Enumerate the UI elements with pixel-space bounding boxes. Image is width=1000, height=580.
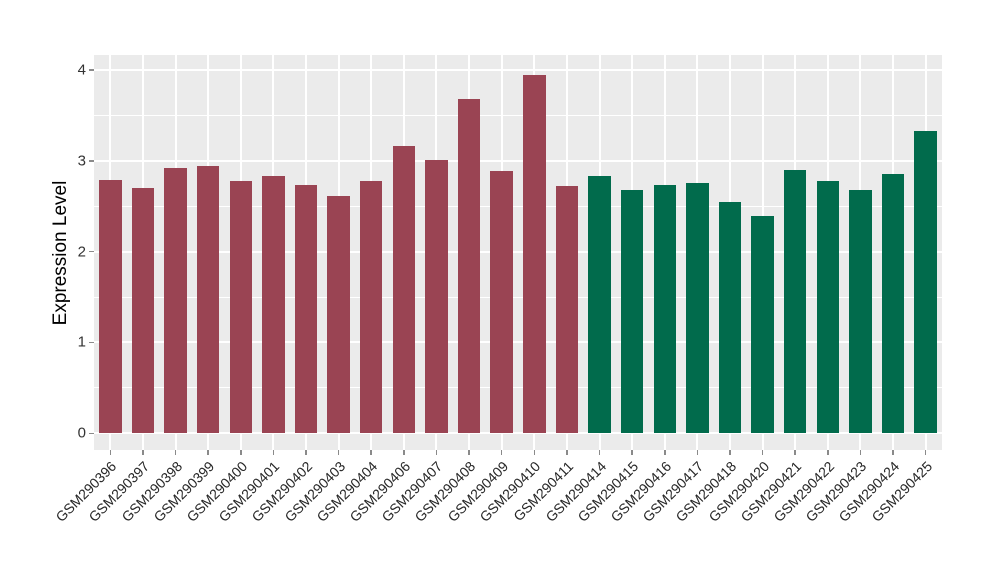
x-axis-tick — [207, 450, 209, 455]
bar — [718, 201, 742, 434]
x-axis-tick — [435, 450, 438, 455]
y-axis-tick — [89, 69, 94, 71]
bar — [816, 180, 840, 434]
gridline-minor-horizontal — [94, 205, 942, 207]
bar — [262, 176, 285, 434]
x-axis-tick — [664, 450, 666, 455]
x-axis-tick — [468, 450, 470, 455]
bar — [523, 74, 546, 434]
y-tick-label: 0 — [77, 424, 86, 442]
bar — [425, 159, 448, 434]
x-axis-tick — [566, 450, 568, 455]
bar — [555, 186, 579, 434]
y-tick-label: 2 — [77, 243, 86, 261]
bar — [914, 130, 937, 434]
bar — [653, 185, 677, 434]
bar — [164, 168, 187, 434]
x-axis-tick — [500, 450, 503, 455]
gridline-minor-horizontal — [94, 296, 942, 298]
bar — [620, 189, 644, 434]
gridline-major-horizontal — [94, 68, 942, 71]
bar — [881, 174, 905, 434]
bar — [588, 176, 611, 434]
y-axis-tick — [89, 341, 94, 344]
bar — [294, 185, 318, 434]
bar — [99, 179, 122, 434]
x-axis-tick — [598, 450, 601, 455]
x-axis-tick — [403, 450, 405, 455]
x-axis-tick — [272, 450, 275, 455]
x-axis-tick — [109, 450, 112, 455]
x-axis-tick — [761, 450, 764, 455]
gridline-major-horizontal — [94, 432, 942, 435]
gridline-major-horizontal — [94, 341, 942, 344]
y-axis-tick — [89, 432, 94, 435]
bar — [686, 182, 709, 434]
y-tick-label: 4 — [77, 61, 86, 79]
bar — [131, 188, 155, 434]
bar — [392, 146, 416, 434]
bar — [457, 99, 481, 434]
x-axis-tick — [631, 450, 633, 455]
y-axis-tick — [89, 160, 94, 162]
bar — [327, 196, 350, 434]
x-axis-tick — [696, 450, 699, 455]
x-axis-tick — [337, 450, 340, 455]
y-tick-label: 3 — [77, 152, 86, 170]
bar — [783, 169, 807, 434]
x-axis-tick — [305, 450, 307, 455]
y-tick-label: 1 — [77, 333, 86, 351]
gridline-major-horizontal — [94, 250, 942, 253]
bar — [849, 189, 872, 434]
x-axis-tick — [794, 450, 796, 455]
x-axis-tick — [892, 450, 894, 455]
gridline-minor-horizontal — [94, 387, 942, 389]
plot-panel — [94, 55, 942, 450]
gridline-minor-horizontal — [94, 114, 942, 116]
x-axis-tick — [924, 450, 927, 455]
y-axis-tick — [89, 250, 94, 253]
bar — [229, 180, 253, 434]
x-axis-tick — [533, 450, 536, 455]
bar — [490, 170, 513, 434]
x-axis-tick — [370, 450, 372, 455]
x-axis-tick — [142, 450, 144, 455]
bar — [359, 180, 383, 434]
x-axis-tick — [174, 450, 177, 455]
bar — [751, 216, 774, 434]
x-axis-tick — [729, 450, 731, 455]
x-axis-tick — [240, 450, 242, 455]
x-axis-tick — [859, 450, 862, 455]
x-axis-tick — [827, 450, 829, 455]
gridline-major-horizontal — [94, 159, 942, 162]
bar — [196, 166, 220, 434]
